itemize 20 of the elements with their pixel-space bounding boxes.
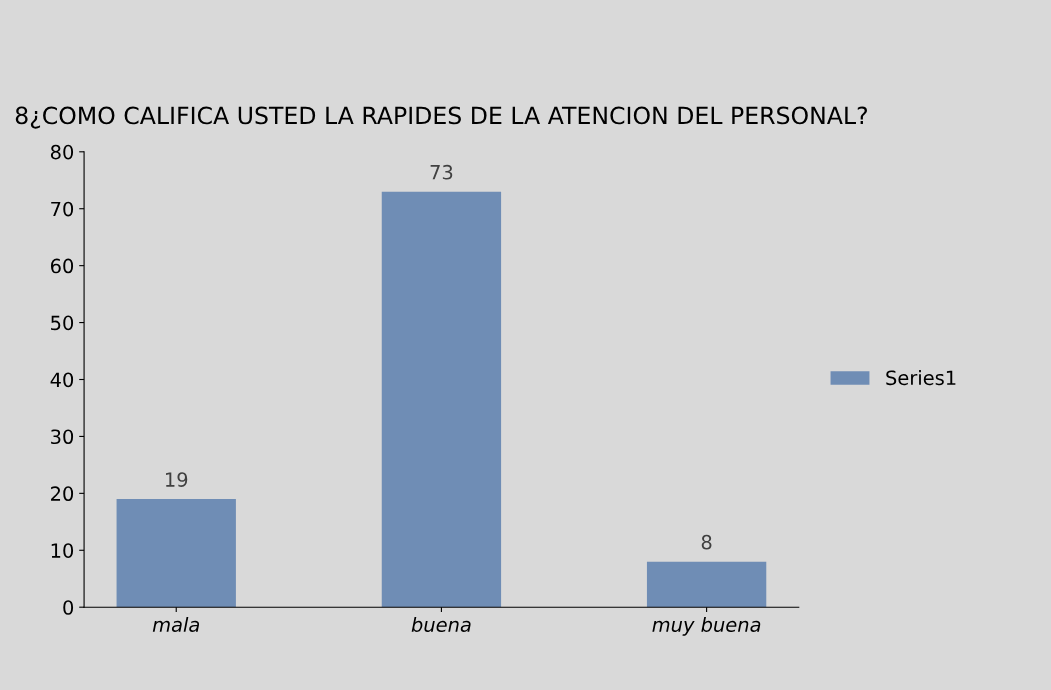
y-tick-label: 60 (50, 258, 74, 274)
y-tick-label: 20 (51, 486, 74, 502)
y-tick-label: 30 (51, 429, 74, 445)
y-tick-label: 50 (51, 315, 74, 331)
x-tick-label: buena (411, 616, 471, 632)
bar (381, 191, 502, 608)
y-tick-label: 40 (50, 372, 74, 388)
bar (116, 499, 236, 608)
x-tick-label: muy buena (652, 616, 761, 636)
x-tick-label: mala (152, 616, 200, 632)
y-tick-label: 70 (51, 201, 74, 217)
legend-label: Series1 (886, 370, 956, 386)
chart-title: 8¿COMO CALIFICA USTED LA RAPIDES DE LA ATENCION DEL PERSONAL? (15, 106, 867, 129)
data-label: 19 (166, 472, 188, 487)
y-tick-label: 80 (50, 144, 74, 160)
data-label: 73 (430, 164, 453, 180)
y-tick-label: 10 (51, 543, 74, 558)
bar (646, 561, 767, 608)
y-tick-label: 0 (63, 600, 74, 615)
data-label: 8 (701, 534, 712, 550)
